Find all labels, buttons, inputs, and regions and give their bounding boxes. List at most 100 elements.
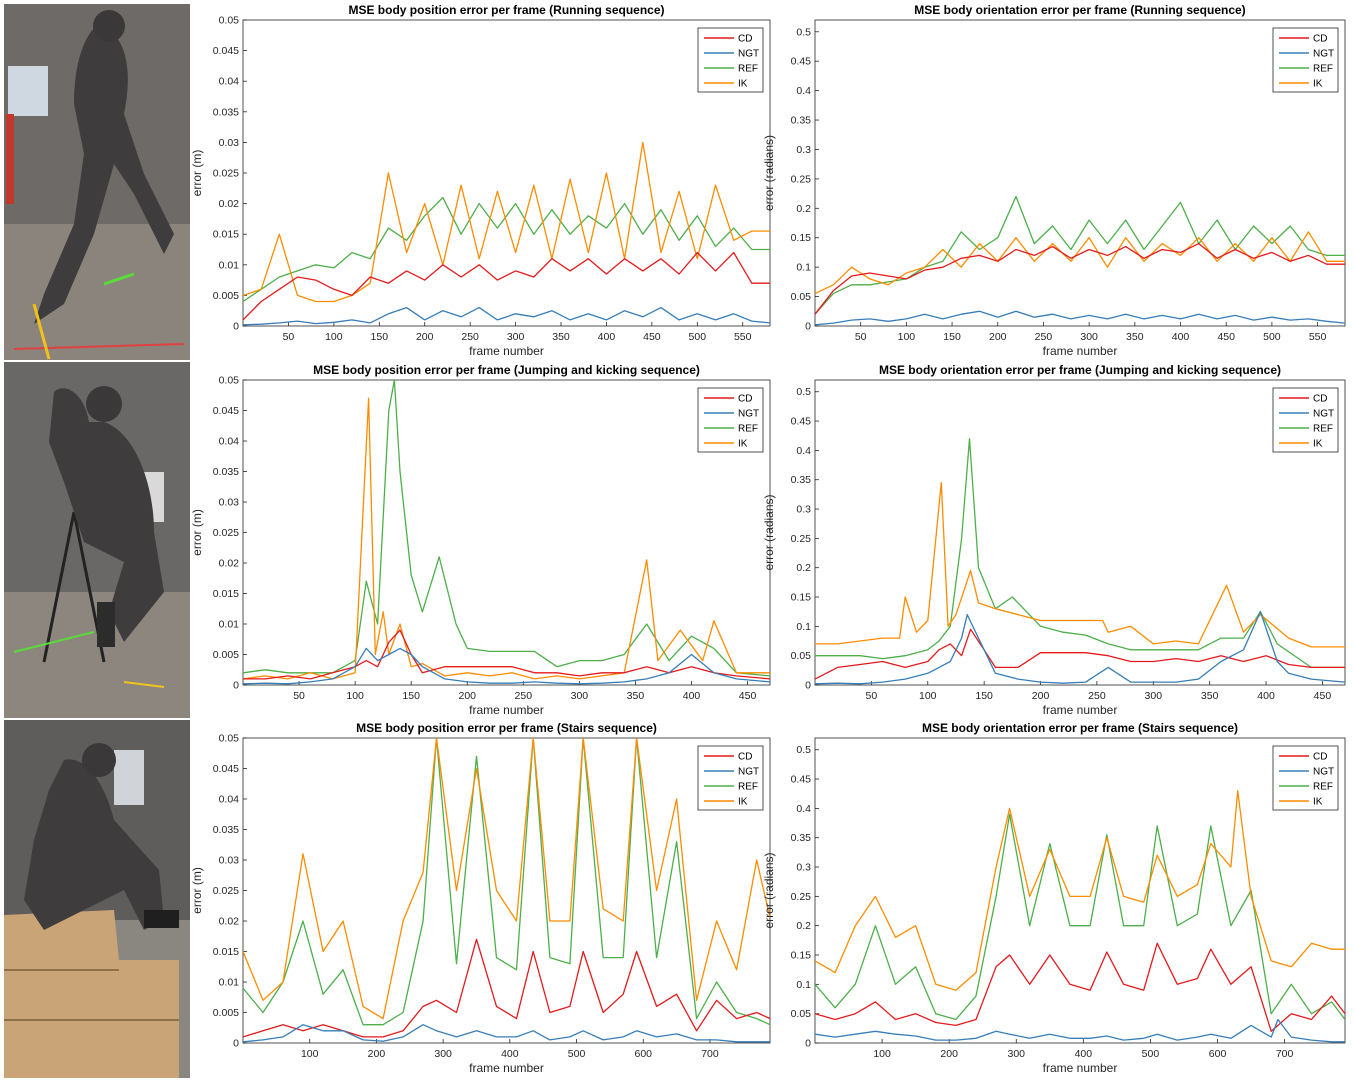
- x-tick-label: 50: [283, 331, 295, 343]
- legend: CD NGT REF IK: [697, 387, 764, 453]
- y-tick-label: 0.5: [796, 744, 811, 756]
- x-tick-label: 100: [346, 690, 364, 702]
- x-tick-label: 200: [989, 331, 1007, 343]
- plot-area: [242, 19, 771, 327]
- x-tick-label: 50: [293, 690, 305, 702]
- chart-title: MSE body position error per frame (Runni…: [348, 3, 664, 17]
- y-tick-label: 0.4: [796, 445, 811, 457]
- legend-label-ref: REF: [738, 64, 758, 75]
- x-tick-label: 350: [1126, 331, 1144, 343]
- y-tick-label: 0.45: [791, 774, 812, 786]
- series-line-cd: [243, 938, 770, 1038]
- legend-label-cd: CD: [1313, 752, 1327, 763]
- y-tick-label: 0.02: [219, 198, 240, 210]
- x-tick-label: 500: [568, 1048, 586, 1060]
- x-tick-label: 350: [552, 331, 570, 343]
- x-tick-label: 250: [515, 690, 533, 702]
- y-tick-label: 0.03: [219, 137, 240, 149]
- y-tick-label: 0.05: [219, 15, 240, 27]
- x-tick-label: 450: [1314, 690, 1332, 702]
- chart-title: MSE body position error per frame (Jumpi…: [313, 363, 700, 377]
- series-line-ngt: [815, 1018, 1345, 1043]
- legend-label-ik: IK: [1313, 797, 1323, 808]
- x-axis-label: frame number: [1043, 1061, 1118, 1075]
- y-tick-label: 0.045: [213, 405, 239, 417]
- y-tick-label: 0.3: [796, 144, 811, 156]
- y-tick-label: 0.45: [791, 416, 812, 428]
- x-tick-label: 100: [898, 331, 916, 343]
- y-tick-label: 0.05: [791, 291, 812, 303]
- y-tick-label: 0.03: [219, 855, 240, 867]
- y-tick-label: 0.05: [791, 1008, 812, 1020]
- y-tick-label: 0.045: [213, 763, 239, 775]
- y-tick-label: 0.05: [219, 375, 240, 387]
- legend-label-ik: IK: [1313, 79, 1323, 90]
- x-tick-label: 500: [1263, 331, 1281, 343]
- x-tick-label: 300: [1145, 690, 1163, 702]
- x-tick-label: 600: [1209, 1048, 1227, 1060]
- x-tick-label: 100: [873, 1048, 891, 1060]
- x-tick-label: 200: [940, 1048, 958, 1060]
- series-line-ngt: [815, 611, 1345, 685]
- x-axis-label: frame number: [469, 703, 544, 717]
- y-tick-label: 0.02: [219, 558, 240, 570]
- series-line-cd: [815, 942, 1345, 1032]
- x-tick-label: 200: [368, 1048, 386, 1060]
- chart-title: MSE body orientation error per frame (St…: [922, 721, 1238, 735]
- y-tick-label: 0: [233, 680, 239, 692]
- y-tick-label: 0.005: [213, 1007, 239, 1019]
- x-tick-label: 50: [855, 331, 867, 343]
- legend-label-ngt: NGT: [738, 409, 759, 420]
- series-line-ref: [243, 196, 770, 303]
- y-axis-label: error (radians): [762, 494, 776, 570]
- series-line-ik: [815, 790, 1345, 991]
- y-tick-label: 0: [805, 1038, 811, 1050]
- x-tick-label: 700: [1276, 1048, 1294, 1060]
- x-tick-label: 250: [1035, 331, 1053, 343]
- y-tick-label: 0.15: [791, 592, 812, 604]
- plot-area: [814, 379, 1346, 686]
- y-tick-label: 0.03: [219, 497, 240, 509]
- x-tick-label: 550: [734, 331, 752, 343]
- x-tick-label: 250: [461, 331, 479, 343]
- y-tick-label: 0.045: [213, 45, 239, 57]
- y-tick-label: 0.3: [796, 862, 811, 874]
- y-tick-label: 0.005: [213, 649, 239, 661]
- y-tick-label: 0.01: [219, 259, 240, 271]
- x-tick-label: 500: [689, 331, 707, 343]
- x-tick-label: 600: [634, 1048, 652, 1060]
- series-line-cd: [243, 251, 770, 321]
- x-tick-label: 100: [301, 1048, 319, 1060]
- x-tick-label: 200: [416, 331, 434, 343]
- legend-label-ik: IK: [738, 797, 748, 808]
- y-tick-label: 0.035: [213, 466, 239, 478]
- x-tick-label: 100: [919, 690, 937, 702]
- y-tick-label: 0.02: [219, 916, 240, 928]
- legend-label-cd: CD: [1313, 34, 1327, 45]
- y-tick-label: 0.015: [213, 229, 239, 241]
- x-tick-label: 450: [1217, 331, 1235, 343]
- legend: CD NGT REF IK: [697, 27, 764, 93]
- y-axis-label: error (m): [190, 867, 204, 914]
- y-axis-label: error (radians): [762, 852, 776, 928]
- y-tick-label: 0.035: [213, 824, 239, 836]
- x-tick-label: 300: [434, 1048, 452, 1060]
- x-tick-label: 50: [866, 690, 878, 702]
- chart-title: MSE body orientation error per frame (Ru…: [914, 3, 1245, 17]
- series-line-ik: [243, 141, 770, 303]
- y-tick-label: 0: [233, 1038, 239, 1050]
- x-axis-label: frame number: [469, 1061, 544, 1075]
- x-tick-label: 150: [371, 331, 389, 343]
- x-tick-label: 400: [1257, 690, 1275, 702]
- y-tick-label: 0: [233, 321, 239, 333]
- chart-position-running: MSE body position error per frame (Runni…: [190, 3, 771, 358]
- series-line-ref: [815, 195, 1345, 315]
- legend-label-cd: CD: [738, 34, 752, 45]
- y-tick-label: 0.4: [796, 803, 811, 815]
- x-tick-label: 350: [627, 690, 645, 702]
- y-tick-label: 0.025: [213, 885, 239, 897]
- x-tick-label: 400: [598, 331, 616, 343]
- series-line-ngt: [815, 310, 1345, 326]
- legend-label-ngt: NGT: [738, 49, 759, 60]
- x-tick-label: 150: [402, 690, 420, 702]
